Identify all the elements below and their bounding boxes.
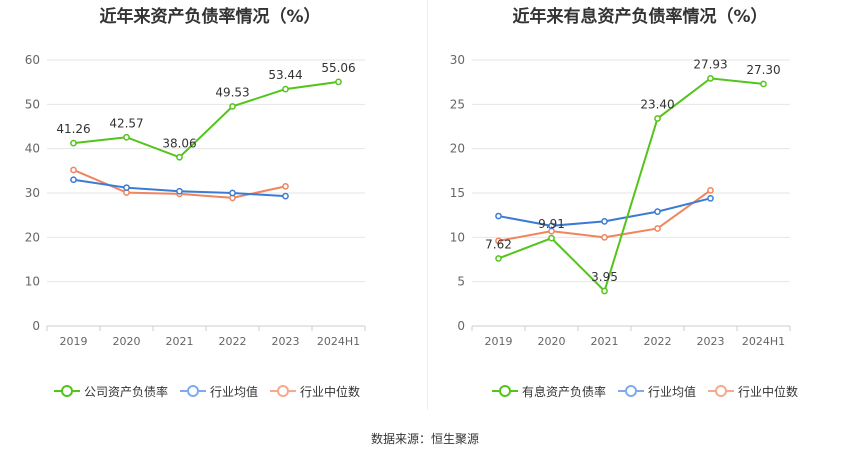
legend-item-industry-median[interactable]: 行业中位数 [270, 383, 360, 400]
x-tick-label: 2020 [538, 335, 566, 348]
data-label: 38.06 [162, 136, 196, 150]
company-series-point [495, 255, 502, 262]
company-series-point [707, 75, 714, 82]
industry-avg-series-point [707, 194, 714, 202]
industry-avg-series-point [123, 184, 130, 192]
y-tick-label: 40 [25, 142, 40, 156]
industry-avg-series-point [176, 187, 183, 195]
data-label: 27.93 [693, 57, 727, 71]
company-series-point [760, 80, 767, 88]
industry-avg-series-point [548, 222, 555, 230]
x-tick-label: 2023 [697, 335, 725, 348]
company-series-point [282, 85, 289, 93]
legend-label: 有息资产负债率 [522, 384, 607, 399]
industry-avg-series-point [654, 208, 661, 215]
x-tick-label: 2019 [60, 335, 88, 348]
chart-title-interest-bearing: 近年来有息资产负债率情况（%） [512, 7, 768, 27]
legend-marker-avg [618, 384, 645, 398]
data-label: 9.91 [538, 217, 565, 231]
y-tick-label: 60 [25, 53, 40, 67]
x-tick-label: 2020 [113, 335, 141, 348]
legend-marker-median [708, 384, 735, 398]
y-tick-label: 50 [25, 97, 40, 111]
company-series-point [229, 103, 236, 110]
legend-item-industry-median[interactable]: 行业中位数 [708, 383, 798, 400]
legend-right: 有息资产负债率 行业均值 行业中位数 [492, 382, 810, 400]
legend-marker-avg [180, 384, 207, 398]
legend-marker-company [492, 384, 518, 398]
data-label: 23.40 [640, 98, 674, 112]
y-tick-label: 30 [450, 53, 465, 67]
industry-median-series-point [282, 183, 289, 190]
x-tick-label: 2021 [591, 335, 619, 348]
y-tick-label: 20 [25, 230, 40, 244]
industry-avg-series-point [229, 189, 236, 197]
industry-median-series-point [70, 166, 77, 174]
industry-avg-series-point [282, 192, 289, 200]
legend-left: 公司资产负债率 行业均值 行业中位数 [54, 382, 372, 400]
x-tick-label: 2024H1 [742, 335, 785, 348]
company-series-point [335, 78, 342, 86]
chart-divider [427, 0, 428, 410]
x-tick-label: 2022 [219, 335, 247, 348]
industry-median-series-point [654, 225, 661, 232]
chart-title-asset-liability: 近年来资产负债率情况（%） [99, 7, 321, 27]
data-label: 7.62 [485, 237, 512, 251]
industry-median-series-point [707, 186, 714, 194]
industry-median-series-point [495, 237, 502, 245]
y-tick-label: 20 [450, 142, 465, 156]
data-label: 41.26 [56, 122, 90, 136]
legend-item-company-ratio[interactable]: 公司资产负债率 [54, 383, 168, 400]
company-series-point [176, 153, 183, 161]
x-tick-label: 2019 [485, 335, 513, 348]
data-label: 49.53 [215, 85, 249, 99]
data-label: 55.06 [321, 61, 355, 75]
company-series-line [498, 77, 764, 293]
data-label: 42.57 [109, 116, 143, 130]
legend-marker-median [270, 384, 297, 398]
x-tick-label: 2021 [166, 335, 194, 348]
y-tick-label: 30 [25, 186, 40, 200]
legend-label: 行业中位数 [300, 384, 361, 399]
industry-median-series-point [601, 233, 608, 241]
industry-avg-series-point [495, 212, 502, 220]
data-source-note: 数据来源：恒生聚源 [370, 432, 479, 446]
y-tick-label: 15 [450, 186, 465, 200]
company-series-point [654, 115, 661, 122]
industry-avg-series-point [601, 218, 608, 225]
company-series-line [73, 80, 339, 159]
company-series-point [601, 287, 608, 295]
y-tick-label: 10 [450, 230, 465, 244]
industry-avg-series-point [70, 176, 77, 184]
data-label: 27.30 [746, 63, 780, 77]
legend-label: 公司资产负债率 [84, 384, 169, 399]
y-tick-label: 25 [450, 97, 465, 111]
company-series-point [123, 133, 130, 141]
y-tick-label: 0 [32, 319, 40, 333]
legend-label: 行业均值 [210, 384, 259, 399]
asset-liability-chart: 0 10 20 30 40 50 60 2019 2020 2021 2022 2023 2024H1 4… [25, 53, 366, 348]
y-tick-label: 5 [457, 275, 465, 289]
y-tick-label: 0 [457, 319, 465, 333]
y-tick-label: 10 [25, 275, 40, 289]
industry-median-series-line [498, 189, 712, 242]
x-tick-label: 2024H1 [317, 335, 360, 348]
legend-label: 行业均值 [648, 384, 697, 399]
company-series-point [548, 234, 555, 242]
legend-item-industry-avg[interactable]: 行业均值 [618, 383, 696, 400]
legend-item-industry-avg[interactable]: 行业均值 [180, 383, 258, 400]
legend-marker-company [54, 384, 80, 398]
data-label: 3.95 [591, 270, 618, 284]
data-label: 53.44 [268, 68, 302, 82]
company-series-point [70, 139, 77, 147]
interest-bearing-chart: 0 5 10 15 20 25 30 2019 2020 2021 2022 2023 2024H1 7.… [450, 53, 791, 348]
legend-item-interest-ratio[interactable]: 有息资产负债率 [492, 383, 606, 400]
x-tick-label: 2023 [272, 335, 300, 348]
legend-label: 行业中位数 [738, 384, 799, 399]
x-tick-label: 2022 [644, 335, 672, 348]
